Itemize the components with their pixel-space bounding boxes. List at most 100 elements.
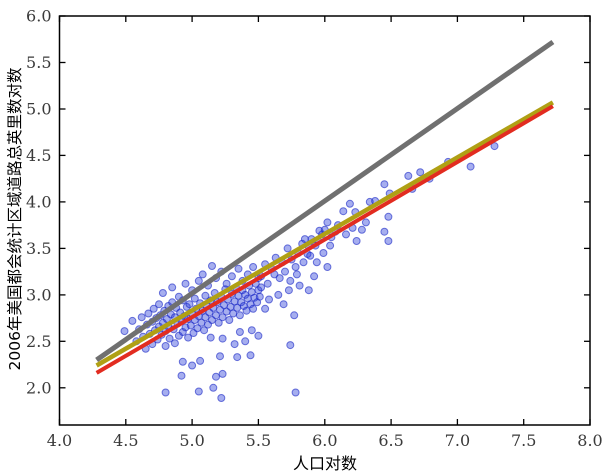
data-point: [214, 318, 223, 327]
fit-line-yellow: [95, 100, 555, 368]
data-point: [128, 316, 137, 325]
data-point: [384, 237, 393, 245]
data-point: [261, 304, 270, 313]
data-point: [120, 327, 129, 336]
data-point: [184, 333, 193, 342]
fit-line-red: [95, 104, 554, 375]
data-point: [218, 313, 227, 322]
data-point: [235, 311, 244, 320]
data-point: [255, 292, 264, 301]
data-point: [257, 283, 266, 292]
data-point: [247, 326, 256, 335]
data-point: [263, 279, 272, 288]
data-point: [323, 263, 332, 271]
data-point: [178, 357, 187, 366]
y-tick-label: 2.0: [26, 378, 51, 397]
data-point: [295, 281, 304, 290]
data-point: [170, 339, 179, 348]
data-point: [201, 291, 210, 300]
y-tick-label: 2.5: [26, 332, 51, 351]
x-tick-label: 6.5: [378, 431, 403, 450]
data-point: [149, 304, 158, 313]
data-point: [190, 294, 199, 303]
data-point: [137, 313, 146, 322]
data-point: [225, 316, 234, 324]
data-point: [339, 207, 348, 216]
data-point: [466, 162, 475, 171]
data-point: [249, 263, 258, 271]
data-point: [249, 304, 258, 313]
data-point: [286, 276, 295, 285]
data-point: [235, 328, 244, 336]
x-tick-label: 7.5: [511, 431, 536, 450]
data-point: [380, 180, 389, 189]
data-point: [185, 300, 194, 309]
data-point: [291, 388, 300, 397]
x-tick-label: 6.0: [312, 431, 337, 450]
data-point: [227, 272, 236, 281]
y-tick-label: 6.0: [26, 7, 51, 26]
data-point: [188, 361, 197, 370]
data-point: [281, 267, 289, 276]
data-point: [274, 290, 283, 299]
data-point: [196, 356, 205, 365]
data-point: [326, 241, 335, 250]
data-point: [234, 264, 243, 273]
x-tick-label: 7.0: [445, 431, 470, 450]
data-point: [352, 237, 361, 245]
data-point: [177, 371, 186, 380]
y-axis-label: 2006年美国都会统计区域道路总英里数对数: [6, 67, 24, 371]
data-point: [310, 272, 319, 281]
data-point: [345, 199, 354, 208]
data-point: [230, 340, 239, 349]
data-point: [292, 270, 301, 279]
data-point: [165, 334, 174, 343]
data-point: [194, 276, 203, 285]
data-point: [291, 263, 300, 271]
y-tick-label: 4.0: [26, 192, 51, 211]
data-point: [161, 342, 170, 350]
data-point: [275, 274, 284, 283]
x-tick-label: 4.0: [47, 431, 72, 450]
data-point: [265, 295, 273, 304]
data-point: [279, 300, 288, 309]
data-point: [218, 334, 227, 343]
data-point: [216, 352, 224, 361]
y-tick-label: 4.5: [26, 146, 51, 165]
data-point: [319, 249, 328, 257]
y-tick-label: 5.5: [26, 53, 51, 72]
data-point: [144, 309, 153, 318]
data-point: [286, 341, 295, 350]
data-point: [218, 369, 227, 378]
data-point: [168, 283, 177, 292]
data-point: [357, 225, 366, 234]
data-point: [380, 227, 389, 236]
x-tick-label: 4.5: [113, 431, 138, 450]
data-point: [208, 262, 216, 270]
x-tick-label: 8.0: [577, 431, 602, 450]
data-point: [178, 328, 187, 336]
data-point: [158, 289, 167, 297]
data-point: [181, 279, 190, 288]
y-tick-label: 3.5: [26, 239, 51, 258]
x-tick-label: 5.0: [179, 431, 204, 450]
data-point: [186, 321, 195, 330]
data-point: [254, 331, 263, 340]
data-point: [194, 387, 203, 396]
data-point: [384, 212, 393, 221]
data-point: [212, 372, 220, 381]
data-point: [161, 388, 170, 397]
data-point: [241, 337, 250, 346]
data-point: [233, 353, 242, 362]
data-point: [284, 286, 293, 295]
data-point: [361, 218, 370, 227]
data-point: [312, 258, 321, 267]
y-tick-label: 3.0: [26, 285, 51, 304]
slope-1-reference-line: [95, 39, 555, 362]
data-point: [283, 244, 292, 253]
data-point: [290, 311, 299, 320]
scatter-points: [120, 142, 499, 402]
y-tick-label: 5.0: [26, 100, 51, 119]
